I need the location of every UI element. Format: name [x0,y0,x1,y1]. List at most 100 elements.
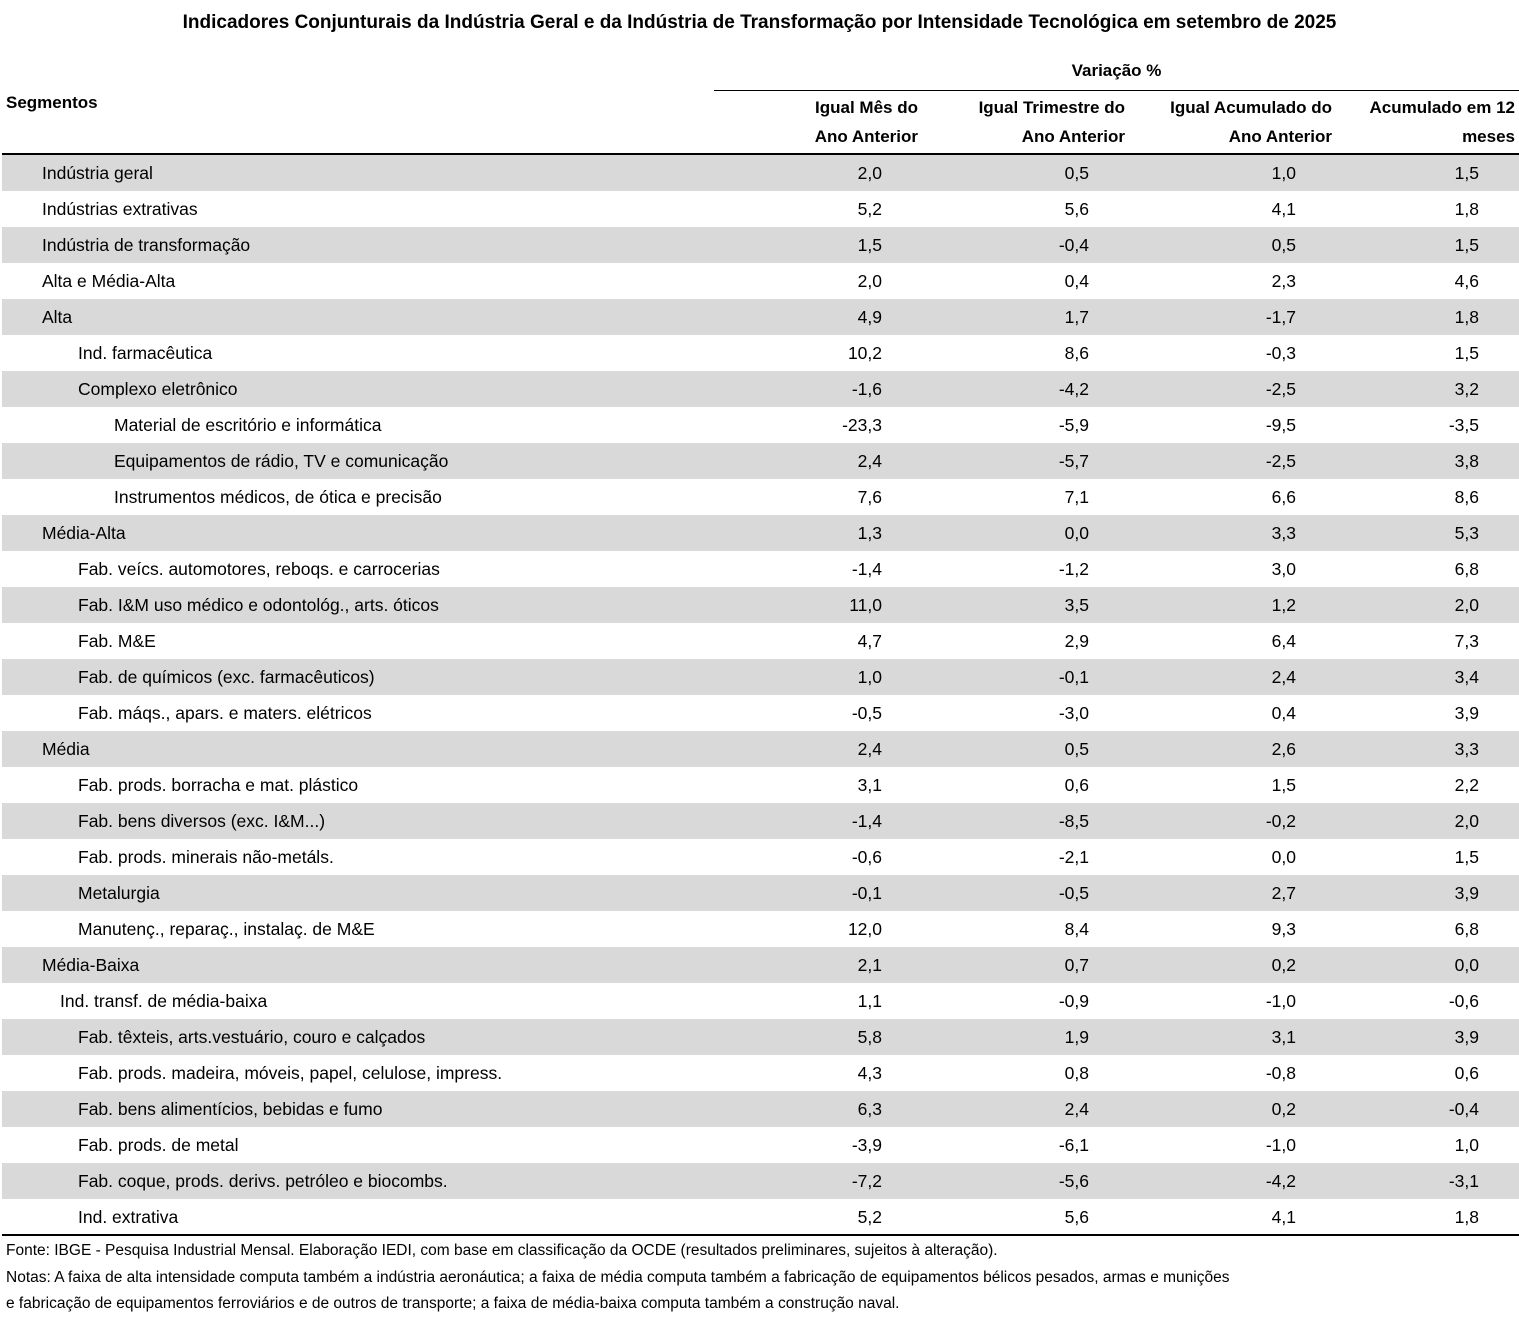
segment-label: Ind. transf. de média-baixa [60,991,268,1011]
title: Indicadores Conjunturais da Indústria Ge… [182,12,1337,33]
column-header: Igual Trimestre do [978,98,1125,117]
segment-label: Fab. bens alimentícios, bebidas e fumo [78,1099,383,1119]
value-cell: -0,6 [851,847,882,867]
table-row: Fab. de químicos (exc. farmacêuticos) 1,0… [2,659,1519,695]
value-cell: -2,5 [1265,379,1296,399]
table-row: Instrumentos médicos, de ótica e precisã… [2,479,1519,515]
value-cell: 0,2 [1271,1099,1296,1119]
segment-label: Alta e Média-Alta [42,271,176,291]
segment-label: Fab. bens diversos (exc. I&M...) [78,811,326,831]
value-cell: -0,4 [1058,235,1089,255]
column-header: meses [1462,127,1515,146]
value-cell: -0,5 [1058,883,1089,903]
value-cell: 4,3 [857,1063,882,1083]
value-cell: -0,1 [851,883,882,903]
segment-label: Fab. prods. de metal [78,1135,239,1155]
value-cell: -2,5 [1265,451,1296,471]
table-row: Ind. extrativa 5,2 5,6 4,1 1,8 [2,1199,1519,1235]
segment-label: Fab. máqs., apars. e maters. elétricos [78,703,372,723]
value-cell: 3,9 [1454,883,1479,903]
table-row: Fab. prods. minerais não-metáls. -0,6 -2,1… [2,839,1519,875]
value-cell: -23,3 [842,415,882,435]
table-row: Indústria de transformação 1,5 -0,4 0,5 1,5 [2,227,1519,263]
column-header: Ano Anterior [1228,127,1332,146]
value-cell: 1,5 [1454,847,1479,867]
segment-label: Fab. têxteis, arts.vestuário, couro e ca… [78,1027,426,1047]
segment-label: Indústrias extrativas [42,199,198,219]
first-column-header: Segmentos [6,93,98,112]
value-cell: -1,6 [851,379,882,399]
table-row: Fab. M&E 4,7 2,9 6,4 7,3 [2,623,1519,659]
value-cell: -0,2 [1265,811,1296,831]
note-line: Notas: A faixa de alta intensidade compu… [6,1269,1230,1286]
value-cell: 4,7 [857,631,882,651]
table-row: Fab. bens diversos (exc. I&M...) -1,4 -8,5… [2,803,1519,839]
value-cell: -1,0 [1265,1135,1296,1155]
segment-label: Fab. I&M uso médico e odontológ., arts. … [78,595,439,615]
value-cell: 2,4 [857,739,882,759]
table-row: Média 2,4 0,5 2,6 3,3 [2,731,1519,767]
value-cell: 0,0 [1064,523,1089,543]
value-cell: -2,1 [1058,847,1089,867]
value-cell: 3,9 [1454,703,1479,723]
segment-label: Indústria de transformação [42,235,251,255]
value-cell: 2,9 [1064,631,1089,651]
value-cell: 2,6 [1271,739,1296,759]
segment-label: Média-Alta [42,523,126,543]
segment-label: Equipamentos de rádio, TV e comunicação [114,451,449,471]
value-cell: 0,5 [1064,163,1089,183]
segment-label: Complexo eletrônico [78,379,238,399]
table-row: Fab. máqs., apars. e maters. elétricos -0… [2,695,1519,731]
table-row: Fab. prods. borracha e mat. plástico 3,1 0… [2,767,1519,803]
segment-label: Fab. de químicos (exc. farmacêuticos) [78,667,375,687]
value-cell: 0,0 [1454,955,1479,975]
value-cell: -1,2 [1058,559,1089,579]
value-cell: 0,5 [1271,235,1296,255]
value-cell: 5,2 [857,199,882,219]
segment-label: Fab. prods. borracha e mat. plástico [78,775,359,795]
value-cell: 2,4 [1064,1099,1089,1119]
value-cell: 0,8 [1064,1063,1089,1083]
value-cell: 2,4 [857,451,882,471]
table-row: Fab. coque, prods. derivs. petróleo e bi… [2,1163,1519,1199]
value-cell: 1,8 [1454,307,1479,327]
value-cell: 3,3 [1454,739,1479,759]
value-cell: 6,4 [1271,631,1296,651]
segment-label: Metalurgia [78,883,160,903]
value-cell: 11,0 [849,595,882,615]
table-row: Manutenç., reparaç., instalaç. de M&E 12,… [2,911,1519,947]
segment-label: Manutenç., reparaç., instalaç. de M&E [78,919,375,939]
value-cell: -9,5 [1265,415,1296,435]
column-header: Ano Anterior [1021,127,1125,146]
value-cell: 0,6 [1454,1063,1479,1083]
value-cell: 3,4 [1454,667,1479,687]
value-cell: 1,3 [857,523,882,543]
value-cell: 4,1 [1271,199,1296,219]
bottom-rule [2,1234,1519,1236]
value-cell: 6,8 [1454,559,1479,579]
value-cell: 2,0 [857,163,882,183]
value-cell: 1,7 [1064,307,1089,327]
value-cell: 0,6 [1064,775,1089,795]
value-cell: 1,0 [1271,163,1296,183]
value-cell: -6,1 [1058,1135,1089,1155]
table-row: Fab. prods. de metal -3,9 -6,1 -1,0 1,0 [2,1127,1519,1163]
value-cell: 8,6 [1454,487,1479,507]
value-cell: 2,2 [1454,775,1479,795]
value-cell: 2,0 [857,271,882,291]
value-cell: 2,7 [1271,883,1296,903]
value-cell: 0,4 [1064,271,1089,291]
value-cell: 10,2 [847,343,882,363]
value-cell: -3,9 [851,1135,882,1155]
value-cell: 0,2 [1271,955,1296,975]
segment-label: Fab. prods. minerais não-metáls. [78,847,334,867]
table-row: Material de escritório e informática -23,… [2,407,1519,443]
value-cell: -3,1 [1448,1171,1479,1191]
value-cell: 1,5 [1271,775,1296,795]
value-cell: -1,0 [1265,991,1296,1011]
value-cell: 3,3 [1271,523,1296,543]
value-cell: 5,6 [1064,199,1089,219]
value-cell: -0,6 [1448,991,1479,1011]
value-cell: -1,4 [851,811,882,831]
value-cell: 3,2 [1454,379,1479,399]
